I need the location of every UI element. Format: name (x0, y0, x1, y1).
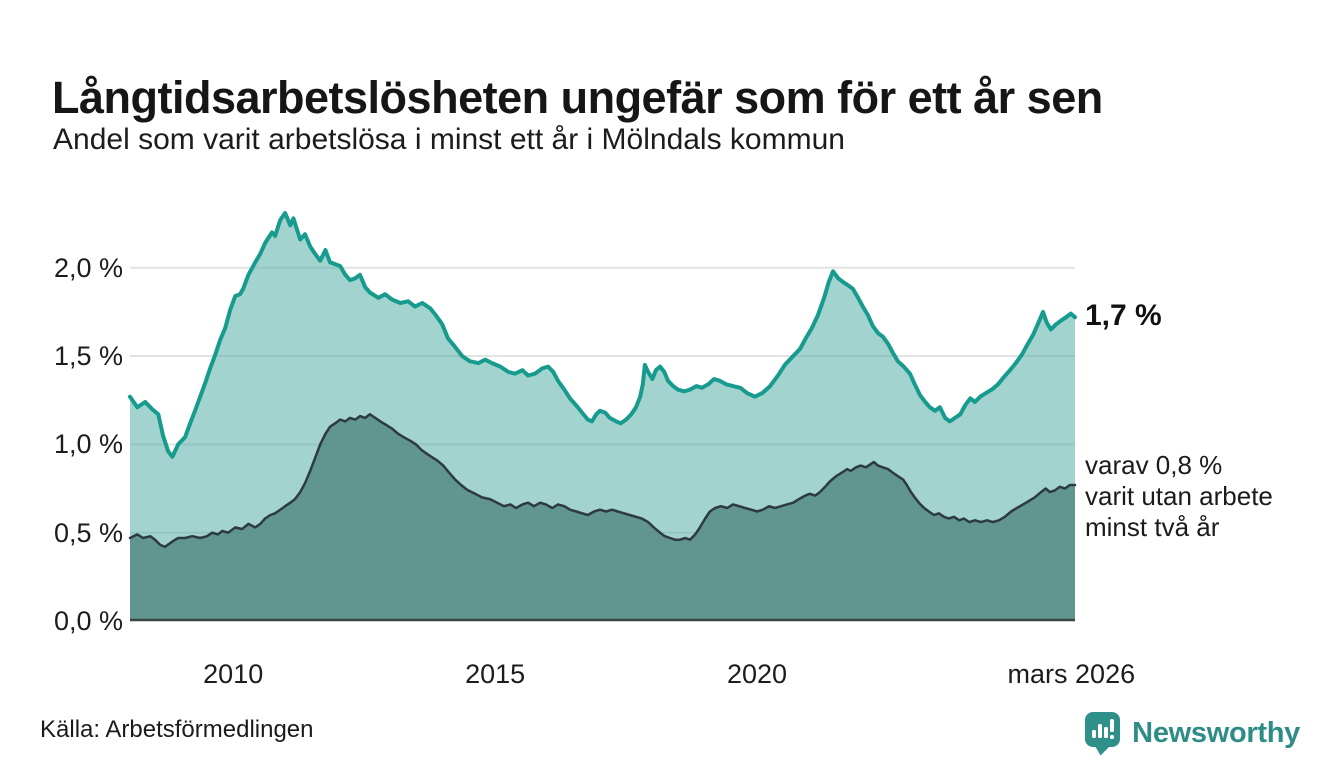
series-two-year-annotation: varav 0,8 % varit utan arbete minst två … (1085, 450, 1273, 543)
annotation-line: varav 0,8 % (1085, 450, 1223, 480)
y-axis-tick-label: 2,0 % (53, 252, 123, 283)
newsworthy-brand: Newsworthy (1083, 710, 1300, 756)
area-fill (130, 414, 1075, 621)
page-title: Långtidsarbetslösheten ungefär som för e… (52, 72, 1103, 124)
x-axis-tick-label: 2010 (203, 659, 264, 689)
area-line (128, 413, 1077, 549)
y-axis-tick-label: 1,0 % (53, 429, 123, 460)
source-label: Källa: Arbetsförmedlingen (40, 716, 314, 743)
x-axis-tick-label: 2020 (726, 659, 788, 689)
x-axis: 2010 2015 2020 mars 2026 (130, 658, 1135, 694)
y-axis-tick-label: 0,5 % (53, 517, 123, 548)
y-axis: 0,0 % 0,5 % 1,0 % 1,5 % 2,0 % (0, 190, 123, 636)
unemployment-area-chart (128, 211, 1077, 622)
x-axis-tick-label: 2015 (465, 659, 526, 689)
area-line (128, 211, 1077, 459)
brand-name: Newsworthy (1132, 716, 1300, 749)
y-axis-tick-label: 0,0 % (53, 606, 123, 636)
annotation-line: minst två år (1085, 512, 1220, 542)
series-total-end-label: 1,7 % (1085, 299, 1162, 332)
page-subtitle: Andel som varit arbetslösa i minst ett å… (53, 123, 845, 156)
newsworthy-logo-icon (1085, 712, 1121, 756)
annotation-line: varit utan arbete (1085, 481, 1273, 511)
y-axis-tick-label: 1,5 % (53, 341, 123, 372)
plot-area (128, 190, 1077, 624)
x-axis-tick-label: mars 2026 (1007, 659, 1136, 689)
